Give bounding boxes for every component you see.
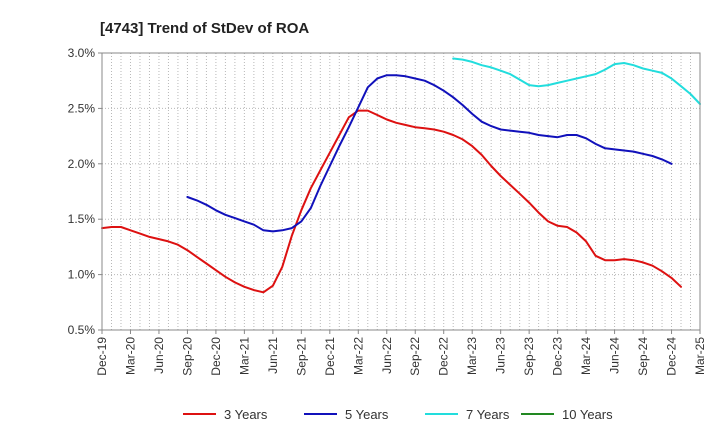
legend-item: 7 Years [425, 407, 510, 422]
x-tick-label: Jun-23 [494, 337, 508, 374]
x-axis: Dec-19 Mar-20 Jun-20 Sep-20 Dec-20 Mar-21 Jun-… [95, 330, 707, 376]
x-tick-label: Dec-24 [665, 337, 679, 376]
series-lines [101, 57, 701, 294]
y-tick-label: 3.0% [68, 46, 96, 60]
x-tick-label: Sep-21 [294, 337, 308, 376]
x-tick-label: Jun-24 [608, 337, 622, 374]
y-tick-label: 0.5% [68, 323, 96, 337]
x-tick-label: Jun-22 [380, 337, 394, 374]
x-tick-label: Jun-20 [152, 337, 166, 374]
legend-item: 10 Years [521, 407, 613, 422]
x-tick-label: Mar-20 [123, 337, 137, 375]
legend-item: 3 Years [183, 407, 268, 422]
x-tick-label: Dec-19 [95, 337, 109, 376]
x-tick-label: Mar-25 [693, 337, 707, 375]
legend-item: 5 Years [304, 407, 389, 422]
chart-title: [4743] Trend of StDev of ROA [100, 20, 309, 37]
plot-frame [101, 52, 701, 331]
series-line-3-years [101, 109, 682, 294]
y-tick-label: 2.0% [68, 157, 96, 171]
x-tick-label: Jun-21 [266, 337, 280, 374]
x-tick-label: Mar-21 [237, 337, 251, 375]
y-tick-label: 2.5% [68, 101, 96, 115]
series-line-5-years [186, 74, 673, 233]
series-line-7-years [452, 57, 701, 105]
x-tick-label: Mar-23 [465, 337, 479, 375]
legend-label: 5 Years [345, 407, 389, 422]
x-tick-label: Dec-22 [437, 337, 451, 376]
x-tick-label: Sep-20 [180, 337, 194, 376]
x-tick-label: Mar-24 [579, 337, 593, 375]
x-tick-label: Sep-23 [522, 337, 536, 376]
x-tick-label: Dec-23 [551, 337, 565, 376]
plot-area [102, 53, 700, 330]
x-tick-label: Sep-22 [408, 337, 422, 376]
legend-label: 10 Years [562, 407, 613, 422]
x-tick-label: Sep-24 [636, 337, 650, 376]
x-tick-label: Dec-20 [209, 337, 223, 376]
legend-label: 3 Years [224, 407, 268, 422]
legend-label: 7 Years [466, 407, 510, 422]
grid-lines [102, 53, 700, 330]
legend: 3 Years 5 Years 7 Years 10 Years [183, 407, 613, 422]
x-tick-label: Mar-22 [351, 337, 365, 375]
y-axis: 0.5% 1.0% 1.5% 2.0% 2.5% 3.0% [68, 46, 102, 337]
y-tick-label: 1.5% [68, 212, 96, 226]
x-tick-label: Dec-21 [323, 337, 337, 376]
y-tick-label: 1.0% [68, 268, 96, 282]
